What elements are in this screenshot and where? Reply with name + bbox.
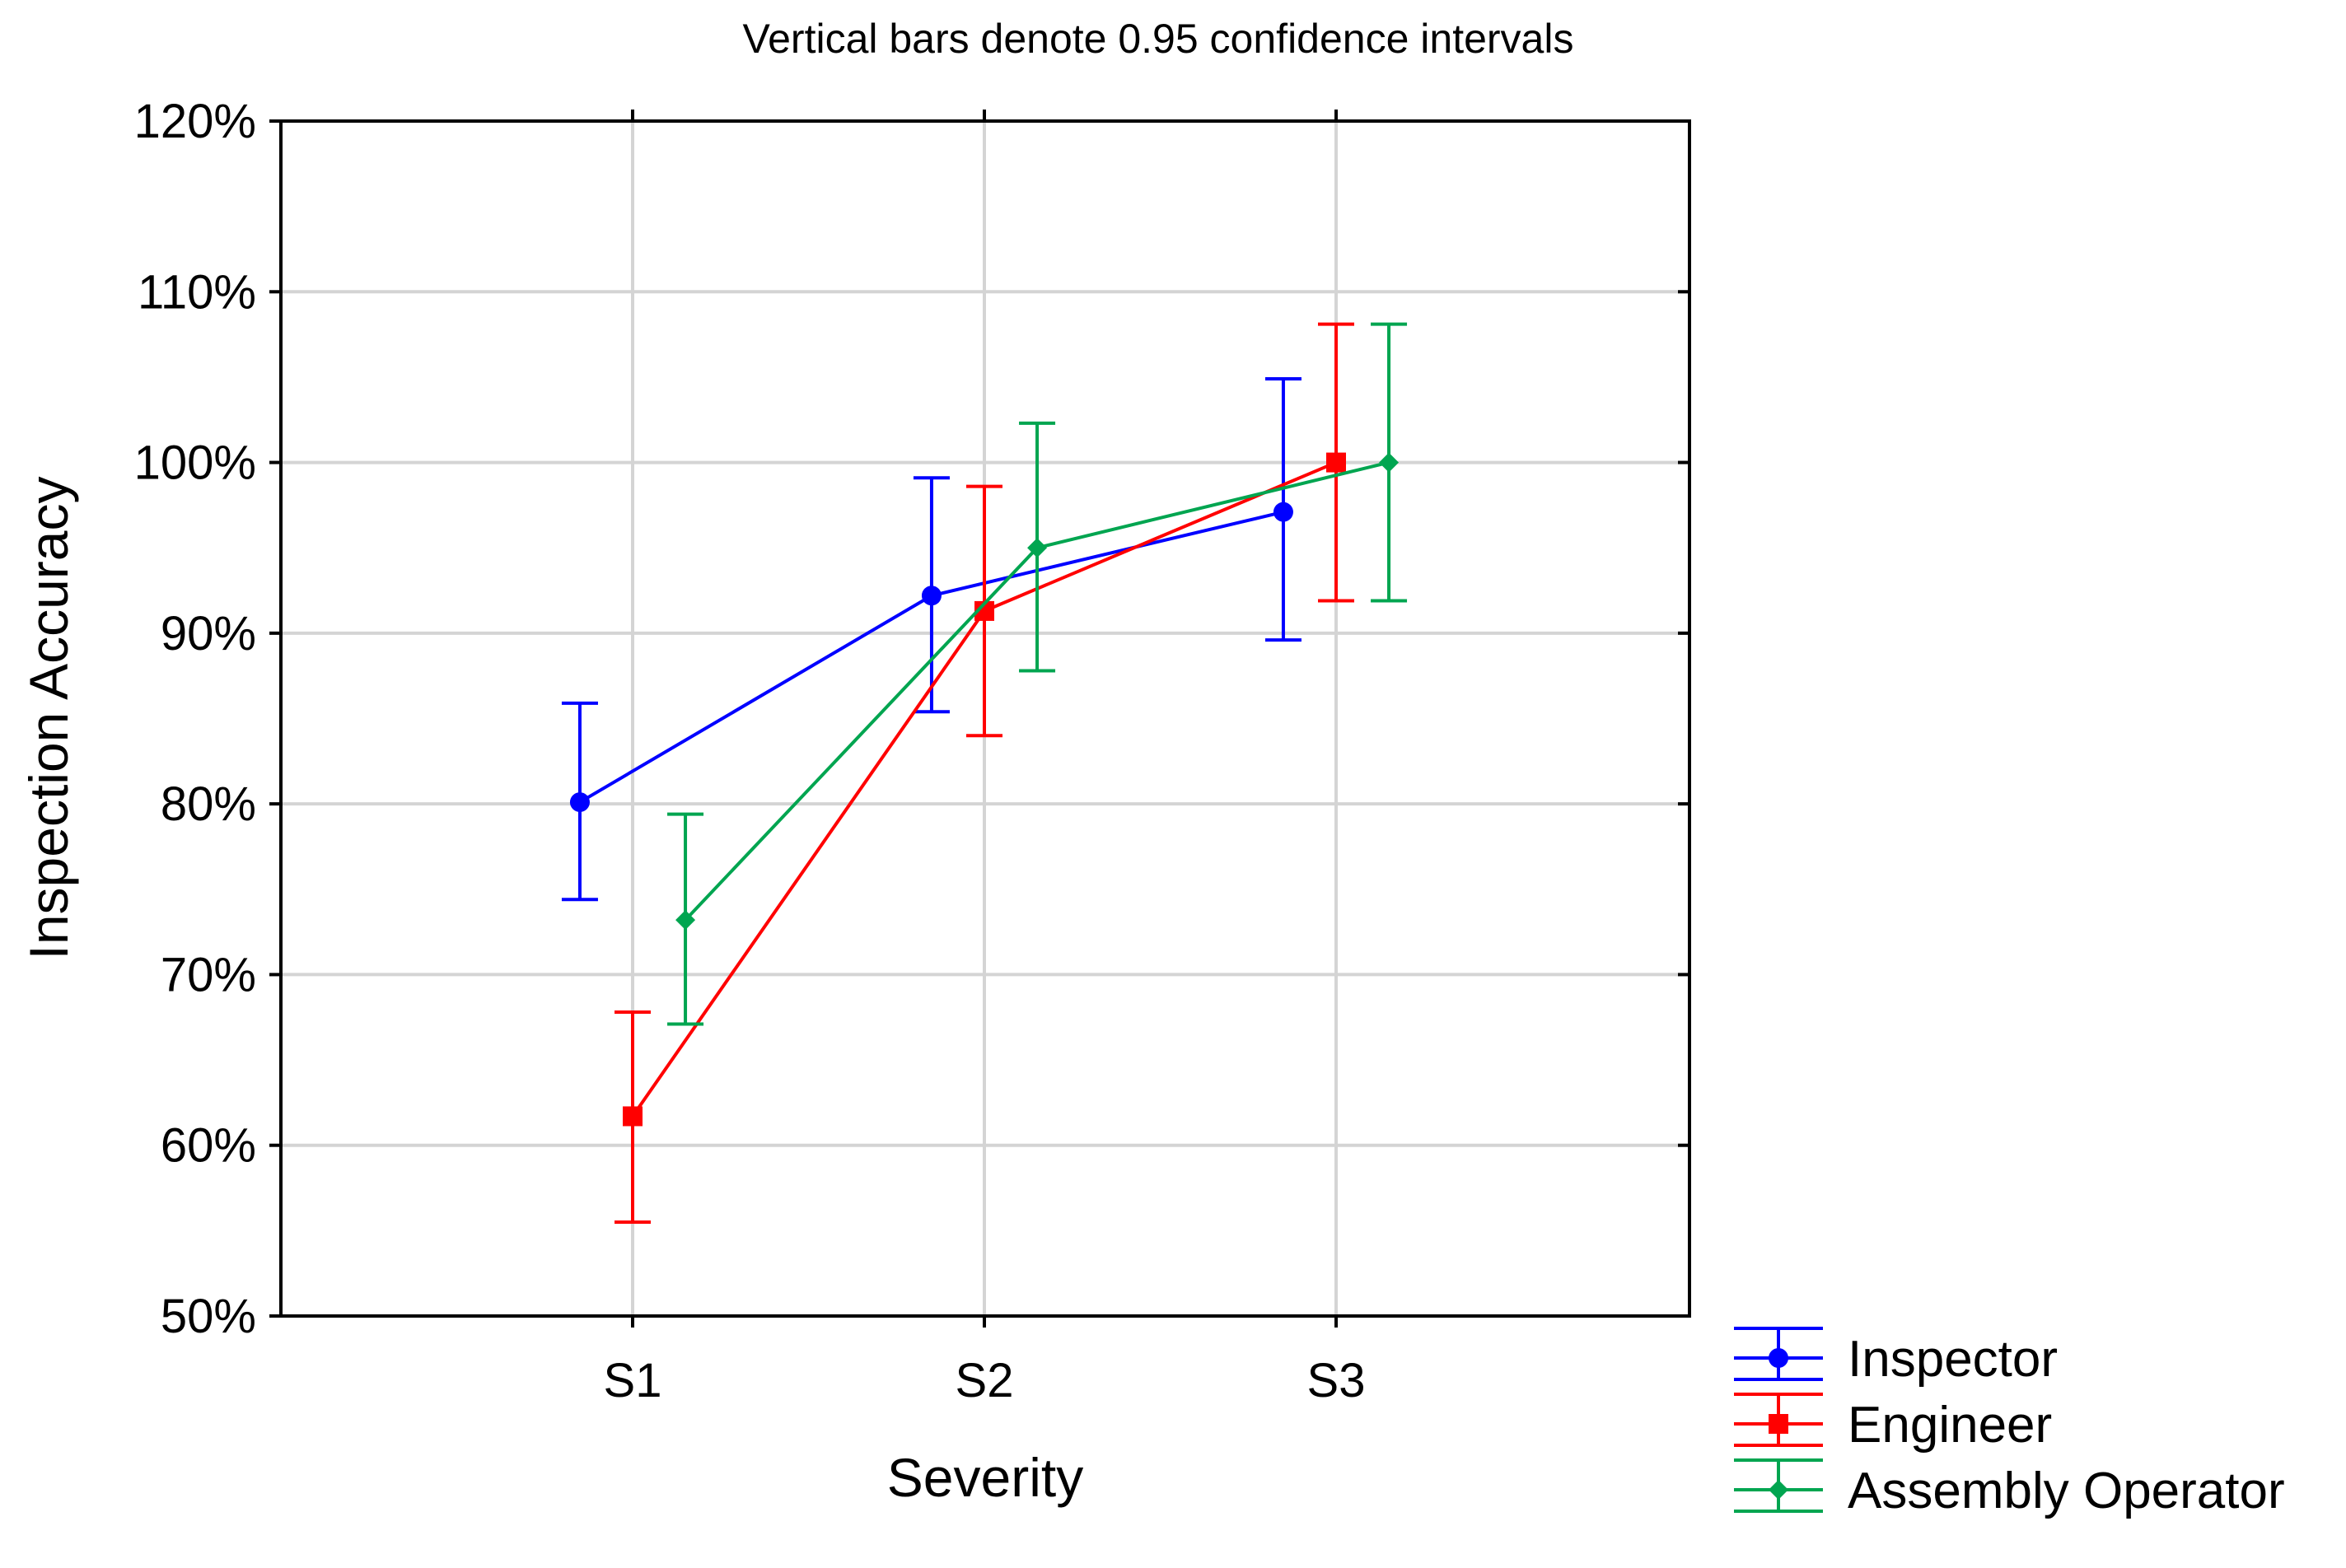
y-tick-label: 60% [161, 1119, 256, 1173]
y-tick-label: 110% [138, 265, 256, 319]
y-tick-label: 100% [134, 436, 256, 490]
legend-label: Inspector [1848, 1331, 2058, 1388]
data-point [1326, 452, 1346, 473]
legend-swatch-marker [1769, 1414, 1788, 1434]
x-tick-label: S1 [604, 1354, 662, 1407]
legend-swatch-marker [1769, 1480, 1788, 1500]
data-point [921, 586, 942, 606]
data-point [569, 792, 590, 813]
legend-item-assembly-operator: Assembly Operator [1734, 1458, 2285, 1519]
y-tick-label: 50% [161, 1290, 256, 1343]
x-tick-label: S3 [1307, 1354, 1366, 1407]
y-tick-label: 90% [161, 607, 256, 660]
data-point [1027, 538, 1048, 558]
data-point [1273, 502, 1293, 522]
legend-swatch-marker [1769, 1348, 1788, 1368]
x-axis-label: Severity [887, 1447, 1083, 1508]
data-point [675, 910, 696, 931]
grid-lines [281, 121, 1689, 1316]
y-tick-label: 80% [161, 777, 256, 831]
legend: Inspector Engineer Assembly Operator [1734, 1327, 2285, 1519]
series-assembly-operator [667, 322, 1408, 1026]
x-tick-label: S2 [956, 1354, 1014, 1407]
legend-label: Assembly Operator [1848, 1463, 2285, 1519]
legend-label: Engineer [1848, 1397, 2052, 1454]
series-layer [561, 322, 1408, 1224]
axes: 50% 60% 70% 80% 90% 100% 110% 120% S1 S2 S3 [134, 95, 1689, 1407]
series-inspector [561, 377, 1302, 902]
y-axis-label: Inspection Accuracy [18, 477, 79, 960]
series-engineer [615, 322, 1354, 1224]
chart-title: Vertical bars denote 0.95 confidence int… [743, 16, 1574, 62]
y-tick-label: 70% [161, 948, 256, 1001]
y-tick-label: 120% [134, 95, 256, 148]
legend-item-engineer: Engineer [1734, 1393, 2052, 1454]
data-point [623, 1106, 643, 1127]
legend-item-inspector: Inspector [1734, 1327, 2058, 1388]
data-point [1379, 452, 1400, 473]
